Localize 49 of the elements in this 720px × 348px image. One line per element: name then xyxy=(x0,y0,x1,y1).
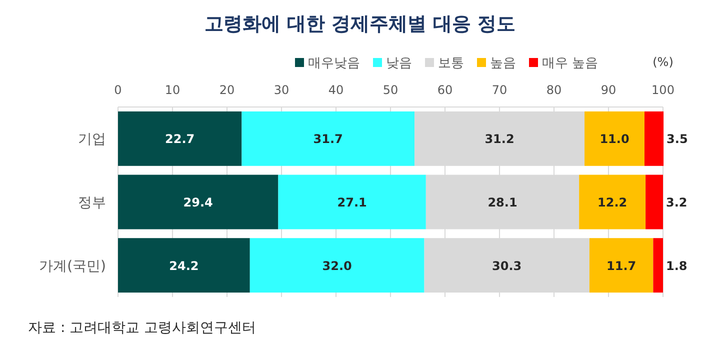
bar xyxy=(250,238,424,293)
x-tick-label: 50 xyxy=(382,83,398,97)
bar xyxy=(118,111,242,166)
data-label: 27.1 xyxy=(337,196,367,210)
x-tick-label: 60 xyxy=(437,83,453,97)
x-tick-label: 70 xyxy=(492,83,508,97)
legend-label: 매우낮음 xyxy=(308,56,360,71)
x-tick-label: 40 xyxy=(328,83,344,97)
bar xyxy=(644,111,664,166)
chart-title: 고령화에 대한 경제주체별 대응 정도 xyxy=(204,13,516,35)
data-label: 32.0 xyxy=(322,258,352,273)
bar xyxy=(646,174,663,230)
x-tick-label: 20 xyxy=(219,83,235,97)
bar xyxy=(584,111,644,166)
legend-label: 낮음 xyxy=(386,56,412,71)
x-tick-label: 30 xyxy=(274,83,290,97)
legend-label: 매우 높음 xyxy=(542,56,598,71)
x-tick-label: 0 xyxy=(114,83,122,97)
text: 자료 : 고려대학교 고령사회연구센터 xyxy=(28,320,256,336)
data-label: 29.4 xyxy=(183,196,213,210)
y-tick-label: 가계(국민) xyxy=(39,258,106,274)
bar xyxy=(242,111,414,166)
bar xyxy=(579,174,646,230)
data-label: 1.8 xyxy=(666,258,688,273)
bar xyxy=(653,238,663,293)
data-label: 24.2 xyxy=(169,258,199,273)
data-label: 11.0 xyxy=(600,132,630,146)
x-tick-label: 90 xyxy=(600,83,616,97)
data-label: 3.5 xyxy=(666,132,688,146)
data-label: 3.2 xyxy=(666,196,688,210)
legend-label: 높음 xyxy=(490,56,516,71)
data-label: 28.1 xyxy=(488,196,518,210)
bar xyxy=(278,174,426,230)
bar xyxy=(118,174,278,230)
y-tick-label: 정부 xyxy=(78,195,106,211)
data-label: 22.7 xyxy=(165,132,195,146)
y-tick-label: 기업 xyxy=(78,132,106,148)
bar xyxy=(118,238,250,293)
x-tick-label: 10 xyxy=(164,83,180,97)
data-label: 31.2 xyxy=(484,132,514,146)
data-label: 30.3 xyxy=(492,258,522,273)
x-tick-label: 100 xyxy=(652,83,674,97)
data-label: 31.7 xyxy=(313,132,343,146)
bar xyxy=(589,238,654,293)
legend-label: 보통 xyxy=(438,56,464,71)
data-label: 11.7 xyxy=(606,258,636,273)
x-axis-title: (%) xyxy=(652,55,674,69)
x-tick-label: 80 xyxy=(546,83,562,97)
data-label: 12.2 xyxy=(598,196,628,210)
